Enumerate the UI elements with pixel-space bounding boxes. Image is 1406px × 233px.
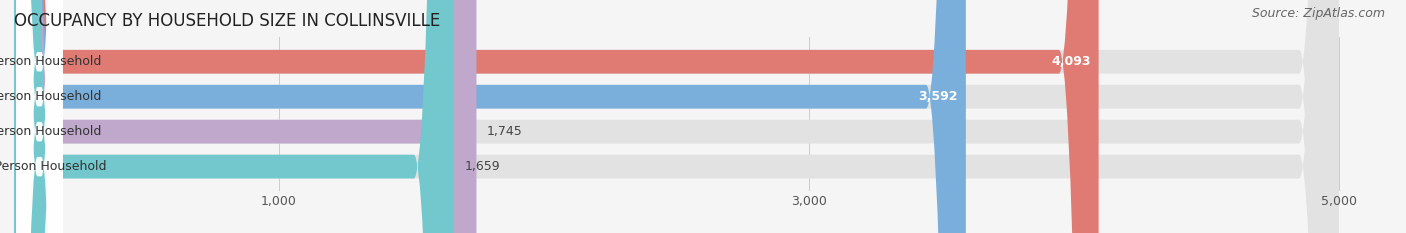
FancyBboxPatch shape [14,0,1098,233]
Text: 1-Person Household: 1-Person Household [0,55,101,68]
Text: Source: ZipAtlas.com: Source: ZipAtlas.com [1251,7,1385,20]
FancyBboxPatch shape [14,0,1339,233]
FancyBboxPatch shape [14,0,1339,233]
Text: 1,745: 1,745 [486,125,523,138]
FancyBboxPatch shape [14,0,966,233]
Text: 1,659: 1,659 [464,160,501,173]
FancyBboxPatch shape [14,0,454,233]
FancyBboxPatch shape [14,0,1339,233]
Text: OCCUPANCY BY HOUSEHOLD SIZE IN COLLINSVILLE: OCCUPANCY BY HOUSEHOLD SIZE IN COLLINSVI… [14,12,440,30]
Text: 2-Person Household: 2-Person Household [0,90,101,103]
FancyBboxPatch shape [17,0,62,233]
FancyBboxPatch shape [17,0,62,233]
Text: 3,592: 3,592 [918,90,957,103]
Text: 4+ Person Household: 4+ Person Household [0,160,107,173]
FancyBboxPatch shape [17,0,62,233]
FancyBboxPatch shape [17,0,62,233]
FancyBboxPatch shape [14,0,477,233]
Text: 3-Person Household: 3-Person Household [0,125,101,138]
Text: 4,093: 4,093 [1052,55,1091,68]
FancyBboxPatch shape [14,0,1339,233]
